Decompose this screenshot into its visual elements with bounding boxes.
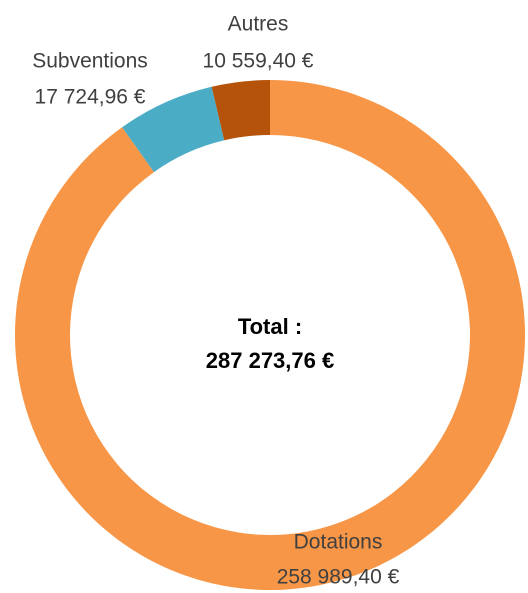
category-label: Autres bbox=[228, 13, 289, 36]
center-title: Total : bbox=[238, 314, 302, 339]
category-label: Dotations bbox=[294, 531, 383, 554]
category-label: Subventions bbox=[32, 50, 148, 73]
value-label: 258 989,40 € bbox=[277, 566, 400, 589]
donut-segment bbox=[122, 86, 225, 173]
value-label: 10 559,40 € bbox=[203, 50, 314, 73]
value-label: 17 724,96 € bbox=[35, 86, 146, 109]
donut-segment bbox=[211, 80, 270, 141]
center-value: 287 273,76 € bbox=[206, 348, 334, 373]
